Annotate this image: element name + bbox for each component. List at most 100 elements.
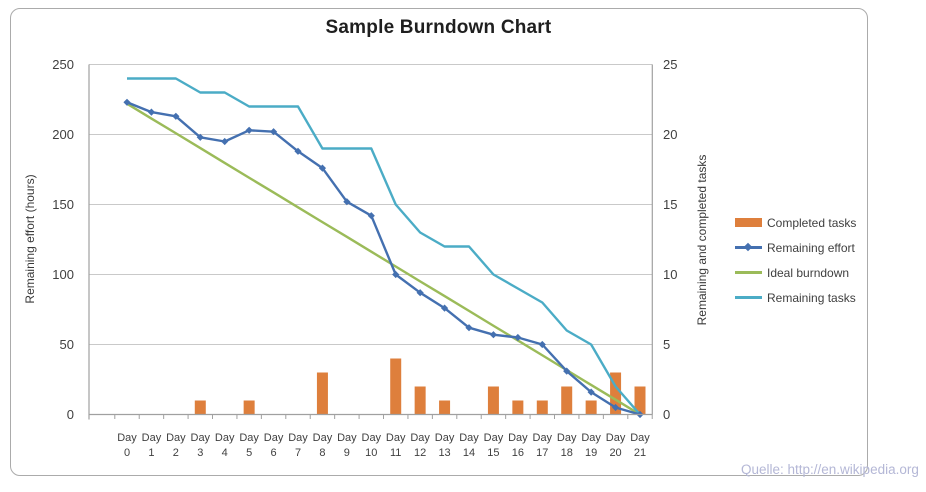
x-axis-day-label: Day xyxy=(606,432,626,444)
bar-completed-tasks-day-19 xyxy=(585,400,597,415)
x-axis-day-label: Day xyxy=(191,432,211,444)
x-axis-day-label: Day xyxy=(337,432,357,444)
x-axis-day-number: 20 xyxy=(609,447,621,459)
x-axis-day-label: Day xyxy=(313,432,333,444)
remaining-effort-marker xyxy=(514,333,522,342)
x-axis-day-number: 19 xyxy=(585,447,597,459)
remaining-effort-marker xyxy=(196,133,204,141)
remaining-effort-marker xyxy=(611,403,620,412)
remaining-effort-marker xyxy=(489,331,498,339)
x-axis-day-label: Day xyxy=(533,432,553,444)
right-axis-tick-label: 10 xyxy=(663,267,677,282)
bar-completed-tasks-day-16 xyxy=(512,400,524,415)
remaining-effort-marker xyxy=(221,137,229,146)
x-axis-day-label: Day xyxy=(581,432,601,444)
legend-label: Ideal burndown xyxy=(767,265,850,280)
bar-completed-tasks-day-21 xyxy=(634,386,646,415)
x-axis-day-number: 1 xyxy=(148,447,154,459)
chart-title: Sample Burndown Chart xyxy=(325,17,552,38)
x-axis-day-number: 0 xyxy=(124,447,130,459)
x-axis-day-label: Day xyxy=(386,432,406,444)
x-axis-day-number: 5 xyxy=(246,447,252,459)
x-axis-day-number: 4 xyxy=(222,447,228,459)
remaining-effort-marker xyxy=(318,164,327,172)
remaining-effort-marker xyxy=(172,112,180,120)
x-axis-day-label: Day xyxy=(142,432,162,444)
x-axis-day-number: 9 xyxy=(344,447,350,459)
left-axis-tick-label: 150 xyxy=(52,197,74,212)
left-axis-tick-label: 0 xyxy=(67,407,74,422)
left-axis-tick-label: 50 xyxy=(60,337,74,352)
bar-completed-tasks-day-17 xyxy=(536,400,548,415)
completed-tasks-swatch-icon xyxy=(735,218,762,227)
left-axis-tick-label: 250 xyxy=(52,57,74,72)
legend-item-ideal-burndown: Ideal burndown xyxy=(735,260,856,285)
x-axis-day-number: 3 xyxy=(197,447,203,459)
remaining-effort-marker xyxy=(416,289,424,297)
x-axis-day-number: 17 xyxy=(536,447,548,459)
bar-completed-tasks-day-5 xyxy=(243,400,255,415)
remaining-effort-marker xyxy=(563,367,571,375)
remaining-effort-marker xyxy=(245,126,253,134)
legend-label: Remaining effort xyxy=(767,240,855,255)
x-axis-day-number: 18 xyxy=(561,447,573,459)
remaining-effort-line xyxy=(126,101,641,416)
watermark: Quelle: http://en.wikipedia.org xyxy=(741,462,919,477)
x-axis-day-number: 16 xyxy=(512,447,524,459)
remaining-effort-marker xyxy=(465,324,473,332)
x-axis-day-number: 21 xyxy=(634,447,646,459)
x-axis-day-label: Day xyxy=(215,432,235,444)
bar-completed-tasks-day-20 xyxy=(610,372,622,415)
legend-label: Remaining tasks xyxy=(767,290,856,305)
x-axis-day-number: 13 xyxy=(438,447,450,459)
x-axis-day-number: 7 xyxy=(295,447,301,459)
bar-completed-tasks-day-18 xyxy=(561,386,573,415)
x-axis-day-label: Day xyxy=(117,432,137,444)
x-axis-day-label: Day xyxy=(288,432,308,444)
x-axis-day-label: Day xyxy=(362,432,382,444)
remaining-effort-marker xyxy=(367,212,375,220)
remaining-effort-marker xyxy=(392,270,400,279)
remaining-effort-swatch-icon xyxy=(735,243,762,252)
x-axis-day-label: Day xyxy=(410,432,430,444)
remaining-effort-marker xyxy=(269,128,278,136)
remaining-effort-marker xyxy=(440,304,449,312)
remaining-tasks-line xyxy=(127,77,641,416)
legend-item-remaining-tasks: Remaining tasks xyxy=(735,285,856,310)
right-axis-tick-label: 25 xyxy=(663,57,677,72)
diamond-marker-icon xyxy=(743,243,753,252)
x-axis-day-label: Day xyxy=(459,432,479,444)
x-axis-day-label: Day xyxy=(557,432,577,444)
x-axis-day-label: Day xyxy=(435,432,455,444)
remaining-effort-marker xyxy=(147,108,156,116)
bar-completed-tasks-day-12 xyxy=(414,386,426,415)
ideal-burndown-swatch-icon xyxy=(735,271,762,274)
x-axis-day-label: Day xyxy=(508,432,528,444)
x-axis-day-number: 15 xyxy=(487,447,499,459)
x-axis-day-number: 10 xyxy=(365,447,377,459)
left-axis-tick-label: 200 xyxy=(52,127,74,142)
x-axis-day-label: Day xyxy=(239,432,259,444)
x-axis-day-label: Day xyxy=(264,432,284,444)
x-axis-day-number: 12 xyxy=(414,447,426,459)
right-axis-tick-label: 20 xyxy=(663,127,677,142)
right-axis-tick-label: 5 xyxy=(663,337,670,352)
legend-label: Completed tasks xyxy=(767,215,857,230)
legend-item-completed-tasks: Completed tasks xyxy=(735,210,856,235)
remaining-effort-marker xyxy=(587,388,595,396)
x-axis-day-number: 8 xyxy=(319,447,325,459)
bar-completed-tasks-day-8 xyxy=(316,372,328,415)
remaining-effort-marker xyxy=(343,198,351,206)
legend-item-remaining-effort: Remaining effort xyxy=(735,235,856,260)
x-axis-day-number: 11 xyxy=(390,447,401,459)
remaining-effort-marker xyxy=(538,340,546,349)
bar-completed-tasks-day-11 xyxy=(390,358,402,415)
left-axis-tick-label: 100 xyxy=(52,267,74,282)
x-axis-day-label: Day xyxy=(630,432,650,444)
right-axis-tick-label: 15 xyxy=(663,197,677,212)
right-axis-tick-label: 0 xyxy=(663,407,670,422)
bar-completed-tasks-day-13 xyxy=(439,400,451,415)
legend: Completed tasks Remaining effort Ideal b… xyxy=(735,210,856,310)
bar-completed-tasks-day-15 xyxy=(487,386,499,415)
